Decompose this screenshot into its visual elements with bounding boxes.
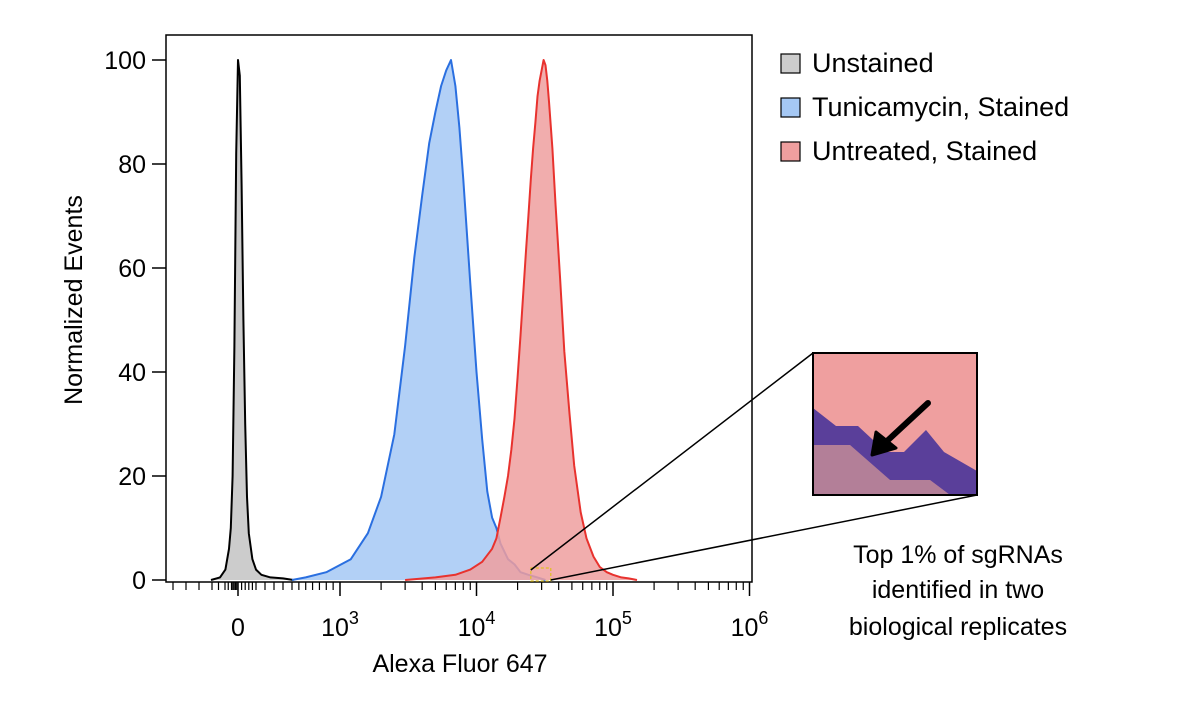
series-untreated-stained bbox=[405, 59, 638, 581]
highlight-box bbox=[530, 567, 552, 582]
zoom-line-bottom bbox=[550, 494, 978, 581]
series-unstained bbox=[210, 59, 294, 581]
series-layer bbox=[210, 59, 638, 581]
series-area-tunicamycin-stained bbox=[292, 60, 546, 580]
arrow-icon bbox=[870, 400, 931, 457]
zoom-line-top bbox=[530, 352, 814, 571]
legend: Unstained Tunicamycin, Stained Untreated, … bbox=[780, 48, 1069, 166]
inset-panel bbox=[813, 353, 977, 495]
inset-frame bbox=[812, 352, 978, 496]
y-tick-label: 20 bbox=[118, 463, 146, 491]
x-tick-label: 105 bbox=[594, 608, 632, 642]
legend-label: Unstained bbox=[812, 48, 934, 78]
y-tick-label: 80 bbox=[118, 151, 146, 179]
legend-label: Untreated, Stained bbox=[812, 136, 1037, 166]
y-tick-label: 60 bbox=[118, 255, 146, 283]
y-tick-label: 40 bbox=[118, 359, 146, 387]
y-tick-label: 100 bbox=[104, 47, 146, 75]
legend-item-tunicamycin-stained: Tunicamycin, Stained bbox=[780, 92, 1069, 122]
annotation-line-2: identified in two bbox=[872, 576, 1044, 604]
y-axis-label: Normalized Events bbox=[60, 195, 88, 405]
legend-item-untreated-stained: Untreated, Stained bbox=[780, 136, 1037, 166]
annotation-line-3: biological replicates bbox=[849, 613, 1067, 641]
x-tick-label: 106 bbox=[731, 608, 769, 642]
x-tick-label: 0 bbox=[231, 614, 245, 642]
legend-item-unstained: Unstained bbox=[780, 48, 934, 78]
zoom-callout: Top 1% of sgRNAs identified in two biolo… bbox=[530, 352, 1067, 641]
legend-swatch bbox=[780, 141, 801, 162]
series-area-unstained bbox=[211, 60, 294, 580]
plot-frame bbox=[165, 34, 753, 583]
x-axis: 0 103 104 105 106 bbox=[172, 582, 769, 642]
legend-swatch bbox=[780, 53, 801, 74]
y-axis: 0 20 40 60 80 100 bbox=[104, 47, 166, 595]
series-line-untreated-stained bbox=[405, 59, 638, 581]
legend-swatch bbox=[780, 97, 801, 118]
x-axis-label: Alexa Fluor 647 bbox=[372, 650, 547, 678]
y-tick-label: 0 bbox=[132, 567, 146, 595]
legend-label: Tunicamycin, Stained bbox=[812, 92, 1069, 122]
series-line-unstained bbox=[210, 59, 294, 581]
inset-band bbox=[813, 408, 977, 495]
inset-overlap-region bbox=[813, 445, 950, 495]
series-area-untreated-stained bbox=[405, 60, 637, 580]
x-tick-label: 103 bbox=[321, 608, 359, 642]
annotation-line-1: Top 1% of sgRNAs bbox=[853, 541, 1063, 569]
x-tick-label: 104 bbox=[458, 608, 496, 642]
